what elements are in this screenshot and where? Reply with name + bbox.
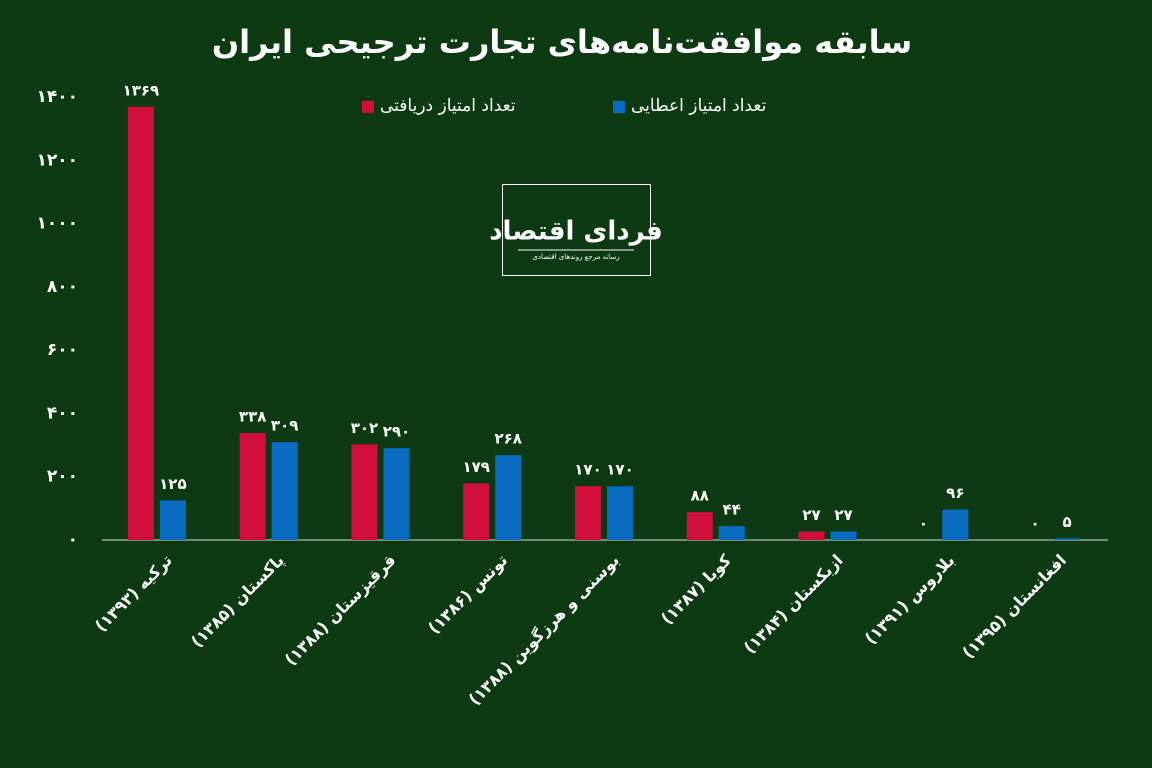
y-tick-label: ۱۴۰۰ xyxy=(36,87,78,107)
y-tick-label: ۲۰۰ xyxy=(47,467,78,487)
data-label: ۰ xyxy=(1031,515,1040,533)
bar xyxy=(271,442,298,540)
bar xyxy=(830,531,857,540)
data-label: ۴۴ xyxy=(723,501,741,519)
bar xyxy=(798,531,825,540)
data-label: ۲۷ xyxy=(834,506,852,524)
y-tick-label: ۱۰۰۰ xyxy=(36,214,78,234)
data-label: ۹۶ xyxy=(946,484,964,502)
bar xyxy=(942,509,969,540)
y-tick-label: ۴۰۰ xyxy=(47,403,78,423)
data-label: ۱۷۰ xyxy=(606,461,633,479)
y-tick-label: ۸۰۰ xyxy=(47,277,78,297)
y-tick-label: ۱۲۰۰ xyxy=(36,150,78,170)
bar xyxy=(575,486,601,540)
y-tick-label: ۶۰۰ xyxy=(47,340,78,360)
legend-label: تعداد امتیاز اعطایی xyxy=(631,96,767,116)
logo-title: فردای اقتصاد xyxy=(489,217,663,247)
bar xyxy=(127,106,154,540)
data-label: ۳۰۲ xyxy=(351,419,378,437)
bar xyxy=(463,483,490,540)
bar xyxy=(718,526,745,540)
logo-subtitle: رسانه مرجع روندهای اقتصادی xyxy=(532,253,619,261)
bar xyxy=(1054,538,1081,540)
bar xyxy=(159,500,186,540)
legend-swatch xyxy=(613,101,625,113)
data-label: ۱۳۶۹ xyxy=(123,81,160,99)
data-label: ۲۷ xyxy=(802,506,820,524)
data-label: ۲۶۸ xyxy=(494,430,521,448)
data-label: ۱۷۰ xyxy=(574,461,601,479)
bar xyxy=(686,512,713,540)
data-label: ۳۰۹ xyxy=(271,417,298,435)
legend-label: تعداد امتیاز دریافتی xyxy=(380,96,516,116)
data-label: ۵ xyxy=(1063,513,1072,531)
data-label: ۳۳۸ xyxy=(239,408,266,426)
data-label: ۸۸ xyxy=(691,487,709,505)
data-label: ۰ xyxy=(919,515,928,533)
data-label: ۱۲۵ xyxy=(159,475,186,493)
legend-swatch xyxy=(362,101,374,113)
bar xyxy=(607,486,633,540)
bar xyxy=(239,433,266,540)
bar xyxy=(495,455,522,540)
y-tick-label: ۰ xyxy=(68,530,78,550)
bar xyxy=(383,448,410,540)
chart-title: سابقه موافقت‌نامه‌های تجارت ترجیحی ایران xyxy=(212,23,912,61)
logo-box xyxy=(502,184,651,276)
data-label: ۱۷۹ xyxy=(462,458,489,476)
data-label: ۲۹۰ xyxy=(383,423,410,441)
bar xyxy=(351,444,378,540)
